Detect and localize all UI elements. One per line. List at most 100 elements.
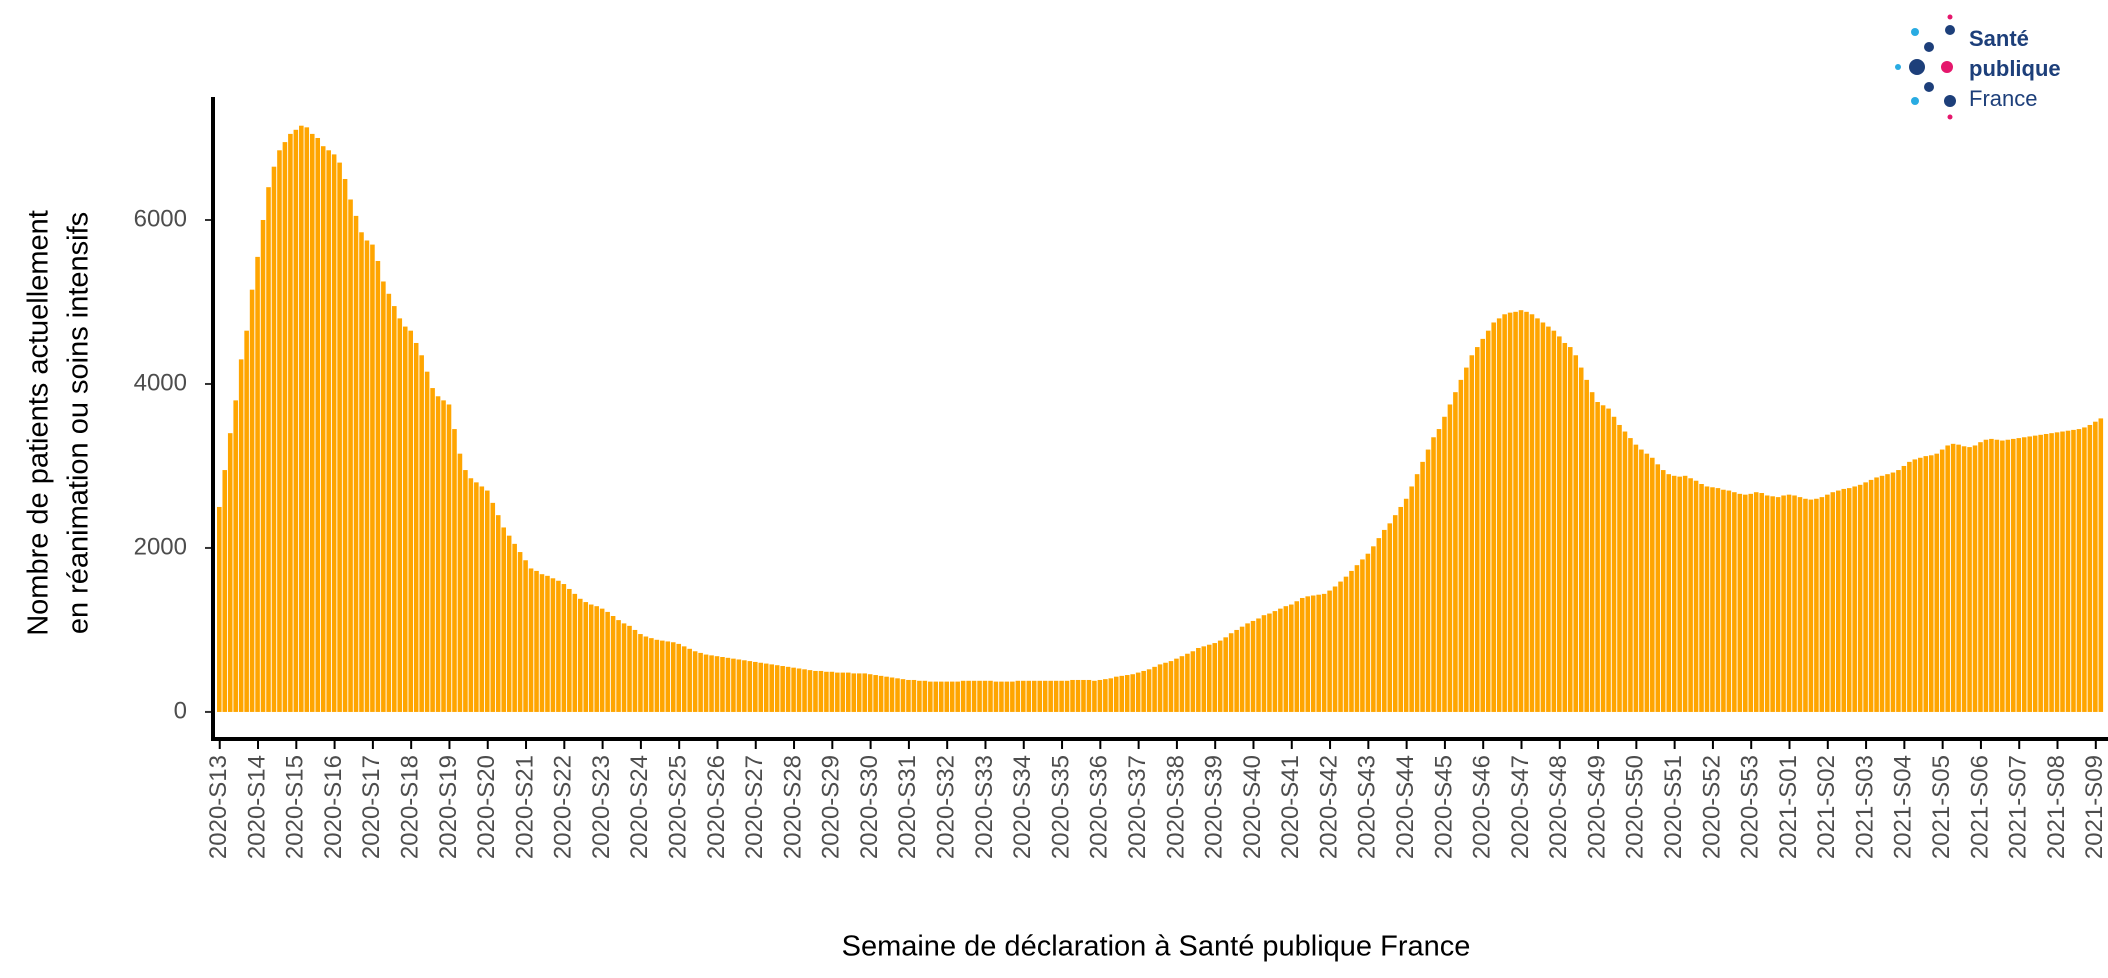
- bar: [1617, 424, 1622, 712]
- bar: [1004, 681, 1010, 712]
- bar: [1557, 336, 1562, 712]
- bar: [277, 150, 282, 712]
- bar: [878, 675, 884, 712]
- y-tick-label: 2000: [134, 533, 187, 560]
- bar: [1857, 484, 1863, 712]
- x-tick-label: 2021-S03: [1851, 755, 1878, 859]
- x-axis-title: Semaine de déclaration à Santé publique …: [842, 931, 1471, 963]
- bar: [1978, 442, 1983, 712]
- bar: [1157, 664, 1163, 712]
- bar: [1945, 445, 1950, 712]
- bar: [1256, 618, 1261, 712]
- bar: [1721, 489, 1726, 712]
- bar: [922, 680, 928, 712]
- bar: [1759, 493, 1764, 712]
- bar: [774, 665, 780, 712]
- bar: [556, 580, 561, 712]
- bar: [703, 654, 709, 712]
- bar: [2049, 433, 2054, 712]
- bar: [616, 620, 621, 712]
- bar: [1710, 487, 1715, 712]
- bar: [320, 146, 326, 712]
- x-tick-label: 2020-S47: [1507, 755, 1534, 859]
- x-tick-label: 2020-S30: [856, 755, 883, 859]
- bar: [670, 642, 676, 712]
- bar: [523, 560, 528, 712]
- bar: [1075, 679, 1081, 712]
- bar: [1655, 464, 1661, 712]
- bar: [1518, 310, 1524, 712]
- bar: [692, 651, 698, 712]
- logo-dot: [1924, 42, 1934, 52]
- bar: [1245, 623, 1250, 712]
- bar: [1961, 446, 1967, 712]
- y-axis-title: Nombre de patients actuellement: [23, 210, 55, 636]
- x-tick-label: 2020-S52: [1698, 755, 1725, 859]
- logo-dot: [1909, 59, 1925, 75]
- bar: [906, 679, 911, 712]
- bar: [1305, 596, 1311, 712]
- bar: [238, 359, 244, 712]
- bar: [1103, 679, 1108, 712]
- x-tick-label: 2020-S13: [205, 755, 232, 859]
- bar: [1682, 475, 1688, 712]
- bar: [654, 639, 660, 712]
- x-tick-label: 2020-S36: [1086, 755, 1113, 859]
- bar: [977, 680, 982, 712]
- bar: [1846, 488, 1852, 712]
- bar: [1119, 675, 1125, 712]
- bar: [1360, 559, 1365, 712]
- bar: [1808, 499, 1814, 712]
- bar: [731, 658, 736, 712]
- bar: [1485, 330, 1491, 712]
- bar: [2011, 438, 2016, 712]
- x-tick-label: 2021-S07: [2005, 755, 2032, 859]
- bar: [381, 281, 386, 712]
- bar: [528, 568, 534, 712]
- bar: [1382, 529, 1387, 712]
- bar: [1299, 597, 1305, 712]
- bar: [1267, 613, 1272, 712]
- bar: [490, 502, 496, 712]
- bar: [949, 681, 955, 712]
- x-tick-label: 2020-S53: [1737, 755, 1764, 859]
- bar: [1715, 488, 1721, 712]
- bar: [567, 588, 572, 712]
- x-tick-label: 2020-S49: [1583, 755, 1610, 859]
- x-tick-label: 2020-S27: [741, 755, 768, 859]
- bar: [1967, 447, 1972, 712]
- bar: [2038, 434, 2043, 712]
- bar: [1496, 318, 1502, 712]
- bar: [988, 680, 993, 712]
- bar: [1743, 494, 1748, 712]
- bar: [1343, 576, 1349, 712]
- bar: [785, 666, 791, 712]
- bar: [244, 330, 249, 712]
- bar: [1918, 457, 1923, 712]
- logo-dot: [1941, 61, 1953, 73]
- bar: [1294, 601, 1300, 712]
- bar: [1272, 611, 1278, 712]
- bar: [1628, 438, 1633, 712]
- x-tick-label: 2020-S34: [1009, 755, 1036, 859]
- bar: [1748, 493, 1754, 712]
- bar: [1250, 620, 1256, 712]
- bar: [780, 666, 785, 712]
- y-axis-title: en réanimation ou soins intensifs: [63, 212, 95, 634]
- bar: [309, 133, 315, 712]
- bar: [895, 678, 900, 712]
- bar: [1693, 480, 1699, 712]
- bar: [1502, 314, 1507, 712]
- bar: [873, 675, 878, 712]
- bar: [1239, 626, 1245, 712]
- bar: [802, 669, 807, 712]
- bar: [561, 584, 567, 712]
- x-tick-label: 2020-S20: [473, 755, 500, 859]
- bar: [1578, 367, 1584, 712]
- bar: [1409, 486, 1414, 712]
- bar: [282, 142, 288, 712]
- bar: [217, 506, 222, 712]
- bar: [1376, 538, 1382, 712]
- bar: [982, 680, 988, 712]
